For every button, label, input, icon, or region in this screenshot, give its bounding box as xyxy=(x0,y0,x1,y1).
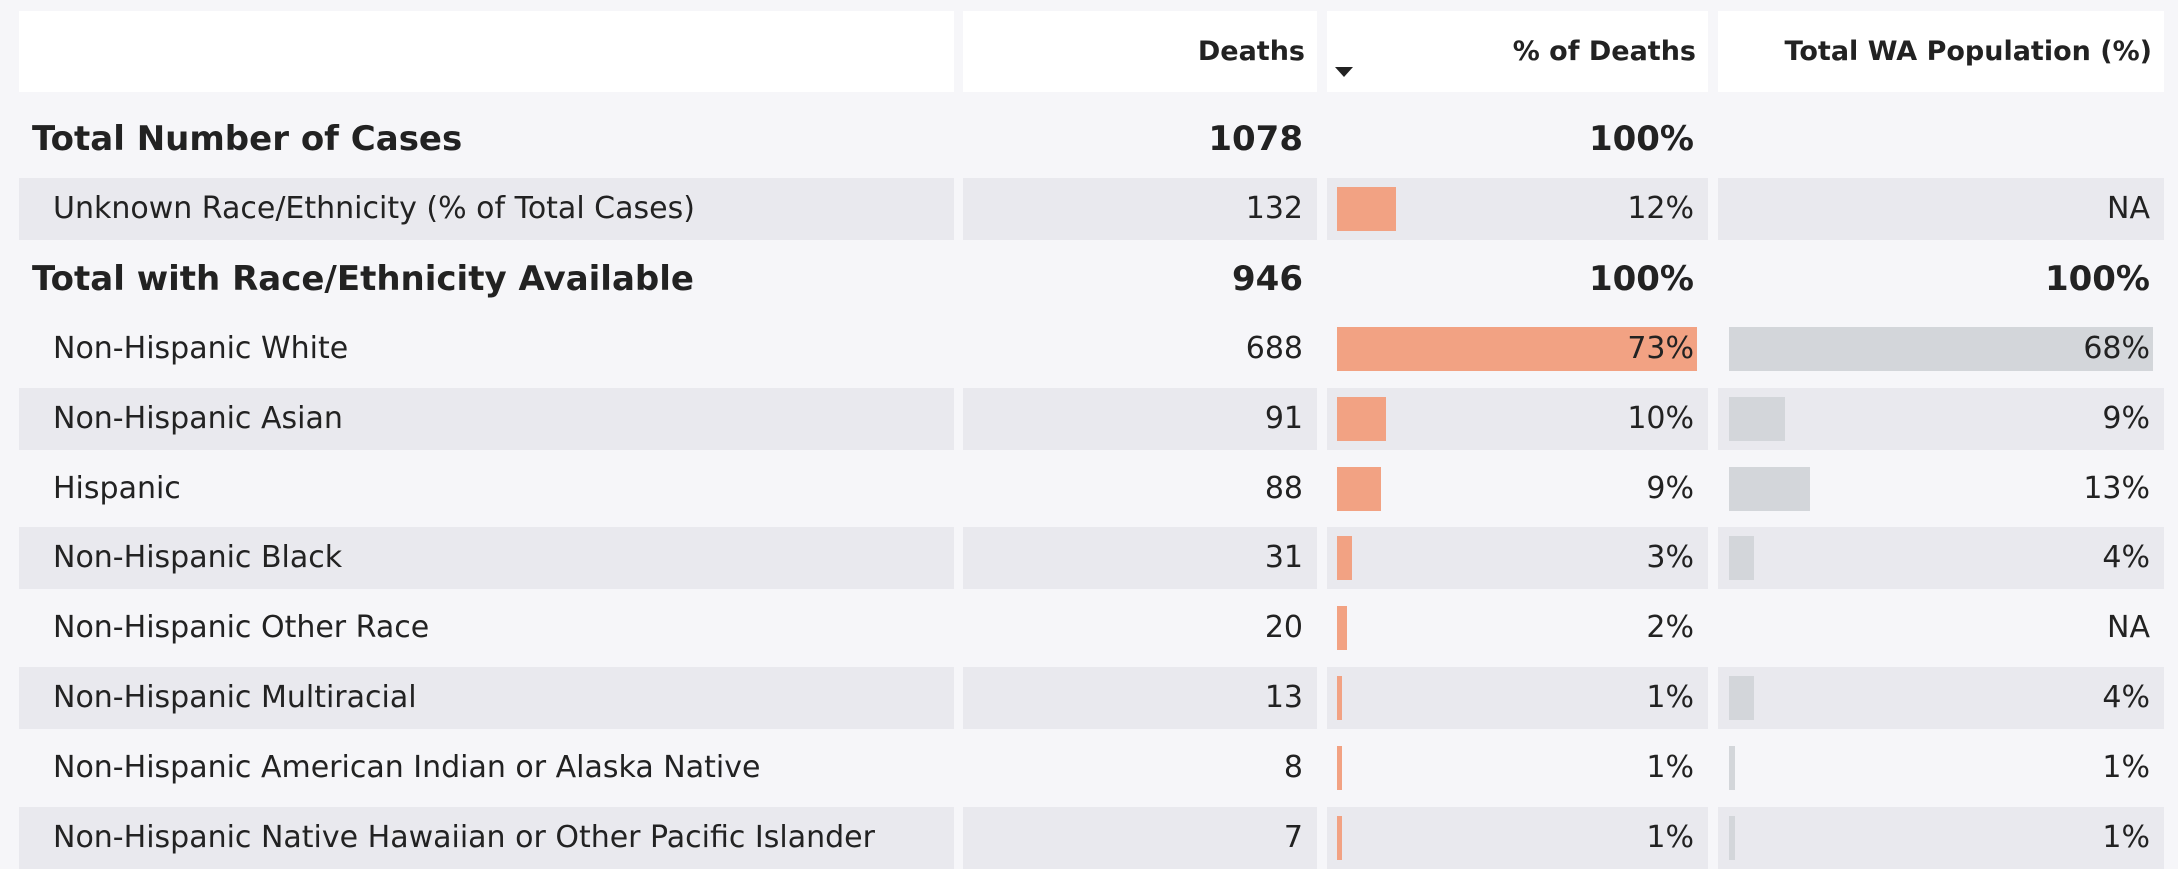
data-bar xyxy=(1729,816,1736,860)
row-band xyxy=(19,387,954,450)
data-bar xyxy=(1337,326,1697,371)
pct-deaths: 100% xyxy=(1588,258,1694,299)
row-band xyxy=(963,807,1317,869)
pct-deaths: 1% xyxy=(1646,680,1694,716)
pct-deaths: 2% xyxy=(1646,610,1694,646)
data-bar xyxy=(1729,396,1786,441)
deaths: 946 xyxy=(1232,258,1303,299)
sort-arrow xyxy=(1335,67,1353,77)
data-bar xyxy=(1337,816,1342,860)
wa-population: 9% xyxy=(2102,400,2150,436)
row-label: Non-Hispanic Other Race xyxy=(53,610,430,646)
pct-deaths: 10% xyxy=(1627,400,1694,436)
row-band xyxy=(1718,527,2164,590)
row-band xyxy=(1718,667,2164,730)
pct-deaths: 73% xyxy=(1627,330,1694,366)
deaths: 13 xyxy=(1264,680,1303,716)
row-band xyxy=(1327,527,1708,590)
pct-deaths: 1% xyxy=(1646,750,1694,786)
pct-deaths: 3% xyxy=(1646,540,1694,576)
deaths: 91 xyxy=(1264,400,1303,436)
row-label: Non-Hispanic Asian xyxy=(53,400,343,436)
wa-population: NA xyxy=(2107,190,2150,226)
row-label: Unknown Race/Ethnicity (% of Total Cases… xyxy=(53,190,695,226)
row-band xyxy=(19,807,954,869)
wa-population: NA xyxy=(2107,610,2150,646)
deaths: 88 xyxy=(1264,470,1303,506)
wa-population: 1% xyxy=(2102,820,2150,855)
wa-population: 68% xyxy=(2083,330,2150,366)
row-label: Non-Hispanic White xyxy=(53,330,349,366)
data-bar xyxy=(1337,536,1352,581)
row-band xyxy=(19,527,954,590)
header-cell xyxy=(19,11,954,92)
deaths: 1078 xyxy=(1208,119,1303,159)
row-label: Total Number of Cases xyxy=(32,119,463,159)
row-label: Non-Hispanic Multiracial xyxy=(53,680,417,716)
row-band xyxy=(1718,807,2164,869)
deaths: 132 xyxy=(1245,190,1303,226)
wa-population: 13% xyxy=(2083,470,2150,506)
row-label: Non-Hispanic American Indian or Alaska N… xyxy=(53,750,761,786)
data-bar xyxy=(1729,466,1811,511)
pct-deaths: 1% xyxy=(1646,820,1694,855)
row-band xyxy=(19,667,954,730)
row-label: Hispanic xyxy=(53,470,181,506)
data-bar xyxy=(1337,186,1397,231)
row-band xyxy=(1327,667,1708,730)
row-band xyxy=(963,387,1317,450)
wa-population: 4% xyxy=(2102,540,2150,576)
row-band xyxy=(963,667,1317,730)
row-label: Non-Hispanic Black xyxy=(53,540,343,576)
row-label: Total with Race/Ethnicity Available xyxy=(32,258,694,299)
data-bar xyxy=(1337,676,1342,721)
header-cell: Deaths xyxy=(963,11,1317,92)
header-cell: Total WA Population (%) xyxy=(1718,11,2164,92)
deaths: 31 xyxy=(1264,540,1303,576)
pct-deaths: 12% xyxy=(1627,190,1694,226)
deaths: 7 xyxy=(1283,820,1303,855)
pct-deaths: 100% xyxy=(1588,119,1694,159)
data-bar xyxy=(1337,606,1347,651)
row-label: Non-Hispanic Native Hawaiian or Other Pa… xyxy=(53,820,875,855)
data-bar xyxy=(1729,326,2153,371)
data-bar xyxy=(1337,396,1387,441)
deaths: 688 xyxy=(1245,330,1303,366)
row-band xyxy=(1327,807,1708,869)
header-cell: % of Deaths xyxy=(1327,11,1708,92)
data-bar xyxy=(1729,746,1736,791)
deaths: 20 xyxy=(1264,610,1303,646)
deaths: 8 xyxy=(1283,750,1303,786)
row-band xyxy=(963,527,1317,590)
wa-population: 4% xyxy=(2102,680,2150,716)
row-band xyxy=(1327,387,1708,450)
row-band xyxy=(19,177,954,240)
row-band xyxy=(1718,177,2164,240)
row-band xyxy=(1718,387,2164,450)
data-bar xyxy=(1729,676,1754,721)
data-bar xyxy=(1337,466,1382,511)
pct-deaths: 9% xyxy=(1646,470,1694,506)
row-band xyxy=(963,177,1317,240)
data-bar xyxy=(1337,746,1342,791)
wa-population: 100% xyxy=(2044,258,2150,299)
data-bar xyxy=(1729,536,1754,581)
wa-population: 1% xyxy=(2102,750,2150,786)
